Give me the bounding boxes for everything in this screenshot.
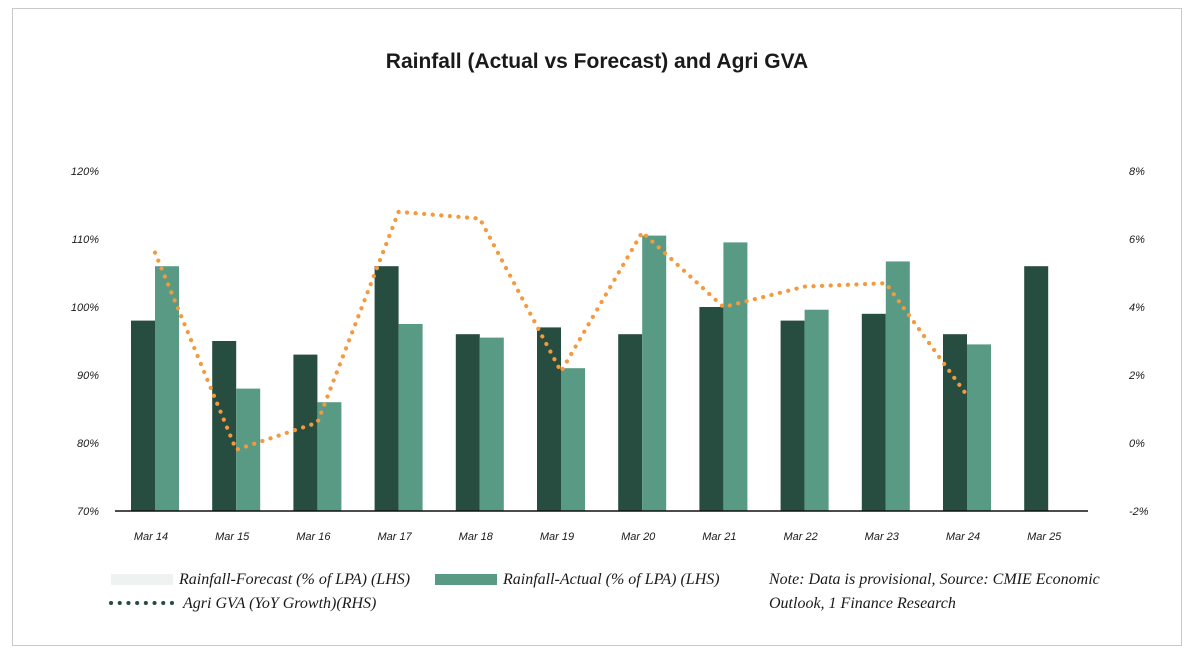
x-tick-label-mar-15: Mar 15 xyxy=(215,531,250,543)
right-tick-label: 6% xyxy=(1129,234,1145,246)
bar-forecast-mar-23 xyxy=(861,313,886,511)
x-tick-label-mar-20: Mar 20 xyxy=(621,531,656,543)
legend-label-actual: Rainfall-Actual (% of LPA) (LHS) xyxy=(502,571,720,588)
bars xyxy=(131,235,1049,511)
left-tick-label: 80% xyxy=(77,438,99,450)
bar-actual-mar-22 xyxy=(804,309,829,511)
bar-forecast-mar-24 xyxy=(943,334,967,511)
x-tick-label-mar-17: Mar 17 xyxy=(377,531,412,543)
bar-forecast-mar-19 xyxy=(537,327,561,511)
bar-actual-mar-21 xyxy=(723,242,748,511)
legend-swatch-forecast xyxy=(111,574,173,585)
right-tick-label: 4% xyxy=(1129,302,1145,314)
left-tick-label: 110% xyxy=(72,234,100,246)
left-axis-ticks: 70% 80% 90% 100% 110% 120% xyxy=(71,166,99,518)
x-tick-label-mar-18: Mar 18 xyxy=(459,531,494,543)
bar-actual-mar-19 xyxy=(561,368,585,511)
bar-actual-mar-14 xyxy=(155,266,179,511)
note-line-1: Note: Data is provisional, Source: CMIE … xyxy=(768,571,1100,588)
bar-forecast-mar-18 xyxy=(455,334,480,511)
bar-actual-mar-23 xyxy=(885,261,910,511)
bar-actual-mar-18 xyxy=(479,337,504,511)
x-tick-label-mar-21: Mar 21 xyxy=(702,531,736,543)
bar-actual-mar-24 xyxy=(967,344,991,511)
agri-gva-line xyxy=(152,209,970,452)
legend-label-forecast: Rainfall-Forecast (% of LPA) (LHS) xyxy=(178,571,410,588)
x-tick-label-mar-24: Mar 24 xyxy=(946,531,980,543)
x-tick-label-mar-16: Mar 16 xyxy=(296,531,331,543)
right-tick-label: -2% xyxy=(1129,506,1149,518)
x-tick-label-mar-19: Mar 19 xyxy=(540,531,574,543)
bar-forecast-mar-16 xyxy=(293,354,318,511)
bar-forecast-mar-25 xyxy=(1024,266,1049,511)
right-tick-label: 8% xyxy=(1129,166,1145,178)
legend-label-gva: Agri GVA (YoY Growth)(RHS) xyxy=(182,595,376,612)
bar-forecast-mar-15 xyxy=(212,341,237,511)
bar-forecast-mar-22 xyxy=(780,320,805,511)
bar-forecast-mar-17 xyxy=(374,266,399,511)
left-tick-label: 90% xyxy=(77,370,99,382)
x-tick-label-mar-23: Mar 23 xyxy=(865,531,900,543)
right-tick-label: 2% xyxy=(1128,370,1145,382)
x-tick-label-mar-14: Mar 14 xyxy=(134,531,168,543)
legend-swatch-actual xyxy=(435,574,497,585)
agri-gva-series xyxy=(152,209,970,452)
note-line-2: Outlook, 1 Finance Research xyxy=(769,595,956,612)
bar-actual-mar-16 xyxy=(317,402,342,511)
x-tick-label-mar-25: Mar 25 xyxy=(1027,531,1062,543)
chart-frame: Rainfall (Actual vs Forecast) and Agri G… xyxy=(12,8,1182,646)
chart-title: Rainfall (Actual vs Forecast) and Agri G… xyxy=(386,50,808,73)
bar-actual-mar-17 xyxy=(398,324,423,511)
bar-forecast-mar-14 xyxy=(131,320,155,511)
legend: Rainfall-Forecast (% of LPA) (LHS) Rainf… xyxy=(109,571,1100,612)
x-axis-ticks: Mar 14 Mar 15 Mar 16 Mar 17 Mar 18 Mar 19 Mar … xyxy=(134,531,1062,543)
bar-actual-mar-15 xyxy=(236,388,261,511)
left-tick-label: 100% xyxy=(71,302,99,314)
left-tick-label: 120% xyxy=(71,166,99,178)
right-axis-ticks: -2% 0% 2% 4% 6% 8% xyxy=(1128,166,1149,518)
x-tick-label-mar-22: Mar 22 xyxy=(783,531,817,543)
bar-actual-mar-20 xyxy=(642,235,667,511)
bar-forecast-mar-20 xyxy=(618,334,643,511)
bar-forecast-mar-21 xyxy=(699,307,724,511)
chart-svg: Rainfall (Actual vs Forecast) and Agri G… xyxy=(71,50,1149,612)
right-tick-label: 0% xyxy=(1129,438,1145,450)
left-tick-label: 70% xyxy=(77,506,99,518)
